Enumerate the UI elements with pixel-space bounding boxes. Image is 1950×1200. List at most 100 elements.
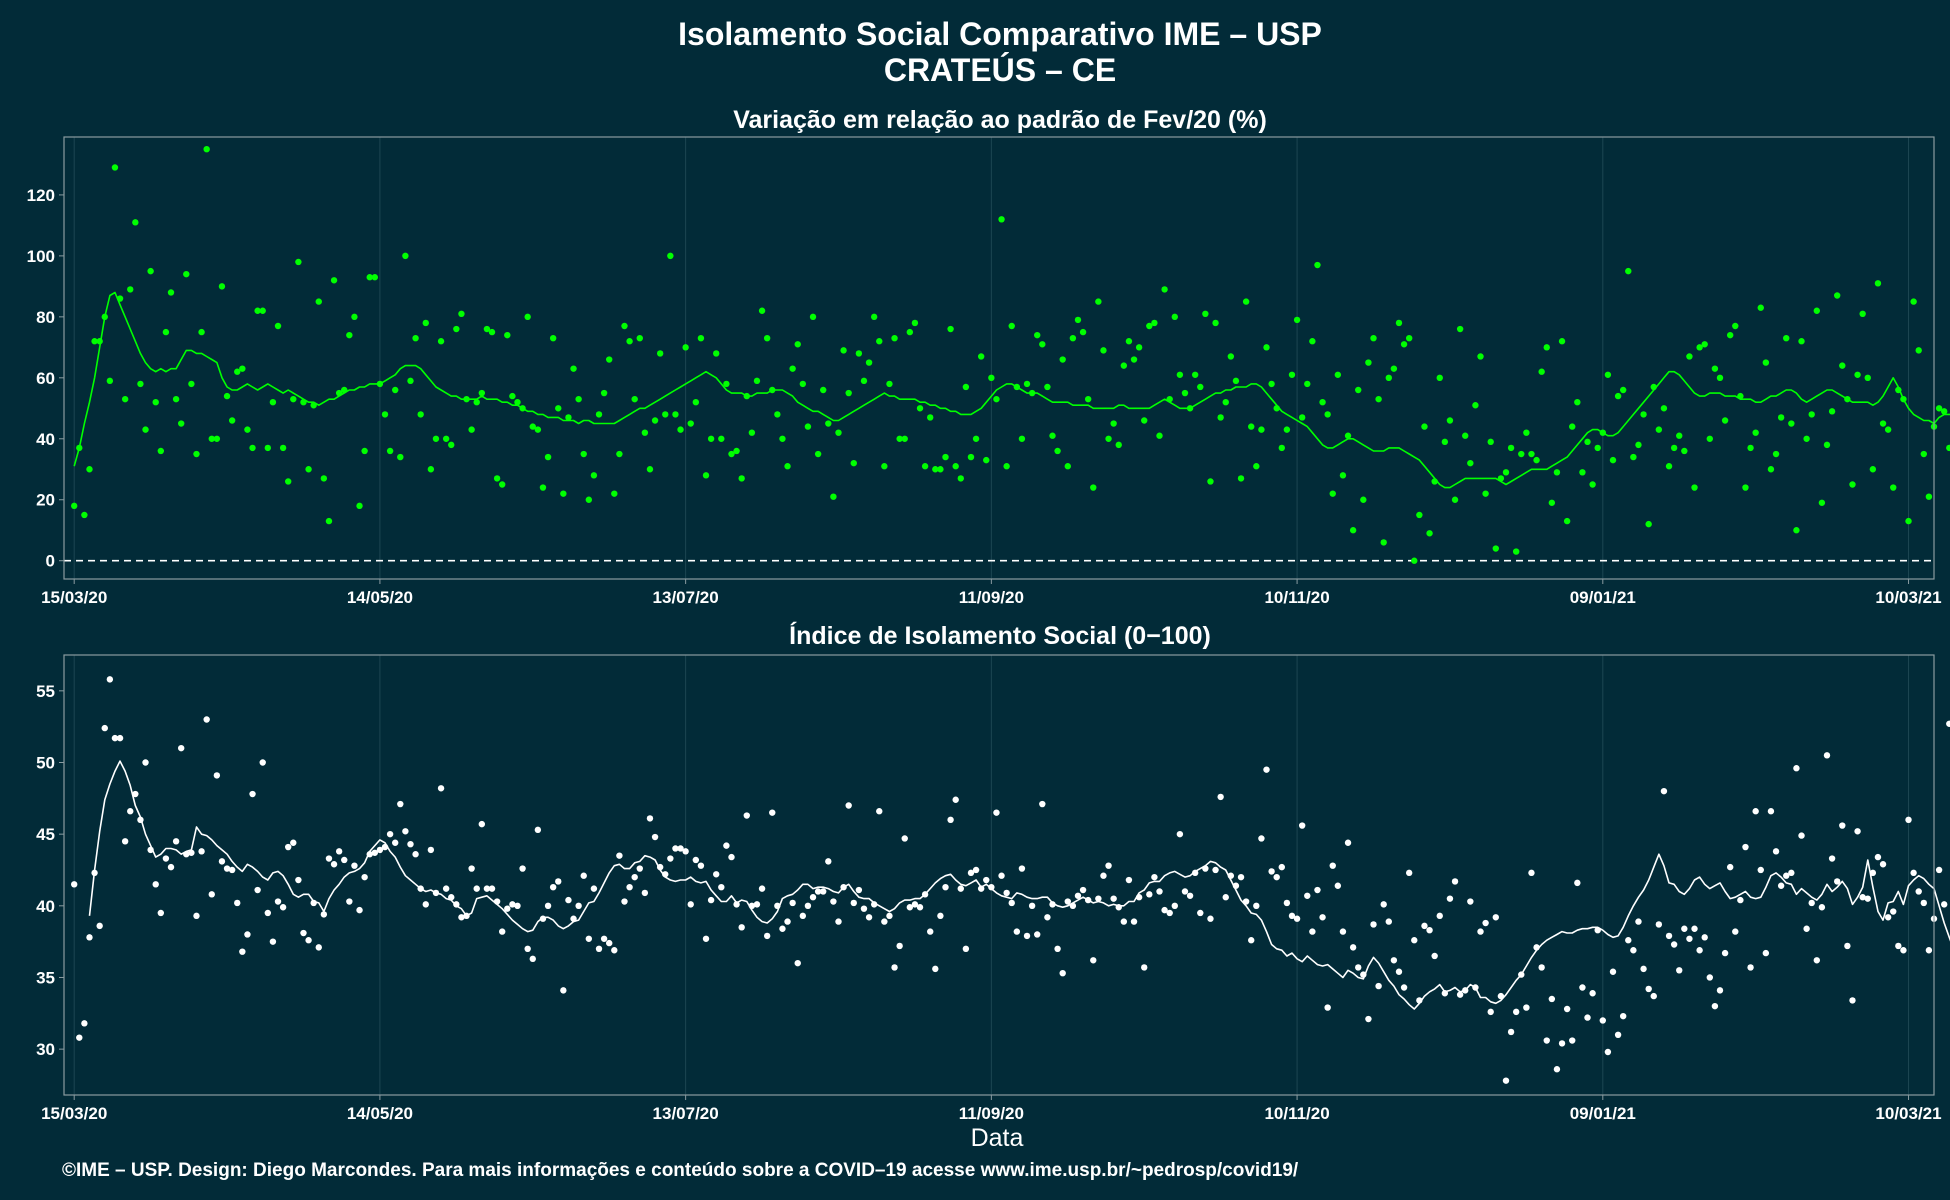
variation-daily-point <box>1288 371 1296 378</box>
variation-daily-point <box>442 435 450 442</box>
variation-daily-point <box>1788 420 1795 427</box>
isolation-index-y-tick-label: 50 <box>36 753 55 772</box>
variation-daily-point <box>351 313 358 321</box>
isolation-index-daily-point <box>575 902 582 910</box>
variation-daily-point <box>876 338 883 345</box>
variation-daily-point <box>575 395 582 403</box>
variation-daily-point <box>1268 380 1275 388</box>
isolation-index-daily-point <box>682 848 689 855</box>
isolation-index-daily-point <box>1314 886 1321 894</box>
isolation-index-daily-point <box>707 896 715 904</box>
isolation-index-daily-point <box>1604 1048 1612 1056</box>
variation-daily-point <box>1625 267 1632 275</box>
isolation-index-daily-point <box>672 845 679 852</box>
isolation-index-daily-point <box>1130 918 1138 925</box>
isolation-index-daily-point <box>142 759 149 766</box>
variation-daily-point <box>534 426 542 433</box>
isolation-index-daily-point <box>514 902 521 910</box>
isolation-index-daily-point <box>320 911 328 918</box>
isolation-index-daily-point <box>1813 957 1821 964</box>
isolation-index-daily-point <box>162 855 170 862</box>
isolation-index-daily-point <box>1543 1037 1550 1044</box>
variation-daily-point <box>1757 304 1764 311</box>
variation-daily-point <box>1074 316 1082 324</box>
isolation-index-daily-point <box>1558 1040 1566 1047</box>
isolation-index-daily-point <box>886 912 893 920</box>
variation-daily-point <box>1574 399 1581 406</box>
isolation-index-daily-point <box>86 934 93 941</box>
isolation-index-daily-point <box>121 838 129 845</box>
isolation-index-daily-point <box>697 862 705 869</box>
isolation-index-daily-point <box>769 809 776 816</box>
variation-daily-point <box>1518 450 1525 458</box>
isolation-index-daily-point <box>972 866 980 874</box>
variation-daily-point <box>1217 414 1224 421</box>
isolation-index-daily-point <box>646 815 654 822</box>
isolation-index-daily-point <box>249 790 256 798</box>
isolation-index-daily-point <box>1721 949 1729 957</box>
variation-daily-point <box>509 392 516 400</box>
isolation-index-daily-point <box>254 886 261 894</box>
isolation-index-daily-point <box>290 839 297 846</box>
variation-daily-point <box>86 466 93 473</box>
variation-daily-point <box>381 411 389 418</box>
variation-daily-point <box>1212 319 1219 327</box>
variation-x-tick-label: 09/01/21 <box>1570 588 1636 607</box>
isolation-index-daily-point <box>1828 855 1836 862</box>
isolation-index-daily-point <box>1344 839 1352 846</box>
variation-daily-point <box>1676 432 1683 439</box>
variation-daily-point <box>865 359 873 366</box>
isolation-index-daily-point <box>876 808 883 815</box>
isolation-index-daily-point <box>488 885 496 892</box>
variation-daily-point <box>1242 298 1250 305</box>
isolation-index-daily-point <box>631 873 638 881</box>
isolation-index-daily-point <box>1823 752 1831 759</box>
variation-daily-point <box>993 395 1000 403</box>
variation-daily-point <box>223 392 231 400</box>
isolation-index-daily-point <box>1854 828 1861 835</box>
variation-daily-point <box>1462 432 1469 439</box>
variation-daily-point <box>499 481 506 488</box>
isolation-index-daily-point <box>132 790 139 798</box>
isolation-index-daily-point <box>1003 889 1010 897</box>
isolation-index-daily-point <box>743 812 750 819</box>
isolation-index-daily-point <box>1696 947 1703 954</box>
isolation-index-daily-point <box>76 1034 83 1041</box>
isolation-index-daily-point <box>1334 882 1342 889</box>
isolation-index-daily-point <box>1023 932 1031 940</box>
isolation-index-daily-point <box>814 888 822 895</box>
isolation-index-daily-point <box>1436 912 1443 920</box>
isolation-index-daily-point <box>718 883 725 891</box>
variation-daily-point <box>896 435 903 442</box>
isolation-index-daily-point <box>1237 873 1245 881</box>
isolation-index-daily-point <box>177 744 185 752</box>
isolation-index-daily-point <box>234 899 241 907</box>
isolation-index-daily-point <box>641 889 649 897</box>
isolation-index-daily-point <box>1074 892 1082 899</box>
isolation-index-daily-point <box>356 906 363 914</box>
variation-daily-point <box>152 399 159 406</box>
variation-daily-point <box>1034 331 1041 339</box>
variation-daily-point <box>1849 481 1856 488</box>
isolation-index-daily-point <box>1706 974 1714 981</box>
isolation-index-daily-point <box>1370 921 1377 928</box>
isolation-index-daily-point <box>988 883 995 891</box>
variation-daily-point <box>794 341 801 348</box>
variation-daily-point <box>213 435 221 442</box>
variation-daily-point <box>1141 417 1148 424</box>
isolation-index-daily-point <box>1655 921 1663 928</box>
variation-daily-point <box>1467 459 1474 467</box>
variation-daily-point <box>1935 405 1943 412</box>
isolation-index-daily-point <box>544 902 552 910</box>
isolation-index-daily-point <box>213 772 221 779</box>
variation-daily-point <box>284 478 292 485</box>
isolation-index-daily-point <box>855 886 863 894</box>
variation-daily-point <box>1630 453 1637 461</box>
isolation-index-daily-point <box>152 881 159 888</box>
isolation-index-daily-point <box>397 800 404 808</box>
variation-daily-point <box>1105 435 1112 442</box>
isolation-index-daily-point <box>1783 872 1790 879</box>
variation-daily-point <box>269 399 277 406</box>
isolation-index-daily-point <box>391 839 399 846</box>
isolation-index-daily-point <box>1920 899 1928 907</box>
